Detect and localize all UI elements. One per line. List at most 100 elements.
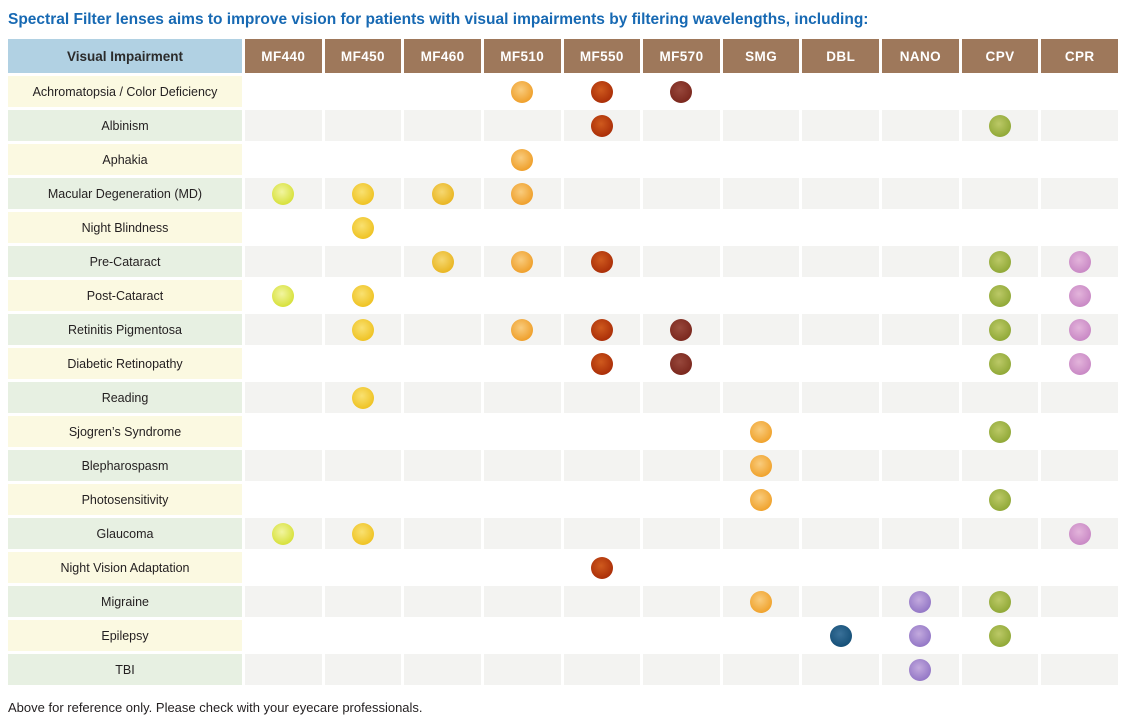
- cell-photosensitivity-cpv: [961, 484, 1039, 515]
- cell-migraine-cpr: [1041, 586, 1118, 617]
- cell-achromatopsia-color-deficiency-smg: [722, 76, 800, 107]
- cell-macular-degeneration-md-mf570: [643, 178, 720, 209]
- row-label-migraine: Migraine: [8, 586, 242, 617]
- cell-photosensitivity-nano: [882, 484, 959, 515]
- cell-retinitis-pigmentosa-dbl: [802, 314, 880, 345]
- cell-tbi-mf450: [324, 654, 402, 685]
- cell-blepharospasm-mf440: [245, 450, 322, 481]
- cell-pre-cataract-smg: [722, 246, 800, 277]
- mf570-filter-dot-icon: [670, 352, 693, 375]
- column-header-mf570: MF570: [643, 39, 720, 73]
- cell-retinitis-pigmentosa-cpr: [1041, 314, 1118, 345]
- cpr-filter-dot-icon: [1068, 250, 1091, 273]
- cell-night-vision-adaptation-nano: [882, 552, 959, 583]
- cell-blepharospasm-cpv: [961, 450, 1039, 481]
- cell-albinism-mf450: [324, 110, 402, 141]
- cell-night-vision-adaptation-mf450: [324, 552, 402, 583]
- row-label-tbi: TBI: [8, 654, 242, 685]
- cell-glaucoma-mf450: [324, 518, 402, 549]
- mf460-filter-dot-icon: [431, 250, 454, 273]
- mf510-filter-dot-icon: [511, 148, 534, 171]
- cpv-filter-dot-icon: [989, 352, 1012, 375]
- cell-tbi-cpr: [1041, 654, 1118, 685]
- cell-sjogren-s-syndrome-mf570: [643, 416, 720, 447]
- mf510-filter-dot-icon: [511, 250, 534, 273]
- cell-tbi-dbl: [802, 654, 880, 685]
- column-header-nano: NANO: [882, 39, 959, 73]
- mf450-filter-dot-icon: [351, 182, 374, 205]
- mf510-filter-dot-icon: [511, 318, 534, 341]
- mf450-filter-dot-icon: [351, 216, 374, 239]
- cell-diabetic-retinopathy-mf550: [563, 348, 641, 379]
- mf450-filter-dot-icon: [351, 284, 374, 307]
- cell-retinitis-pigmentosa-cpv: [961, 314, 1039, 345]
- row-label-post-cataract: Post-Cataract: [8, 280, 242, 311]
- cell-diabetic-retinopathy-mf510: [483, 348, 561, 379]
- row-label-aphakia: Aphakia: [8, 144, 242, 175]
- cell-glaucoma-cpv: [961, 518, 1039, 549]
- cell-night-vision-adaptation-mf440: [245, 552, 322, 583]
- cell-glaucoma-mf510: [483, 518, 561, 549]
- cell-pre-cataract-mf510: [483, 246, 561, 277]
- cell-diabetic-retinopathy-mf450: [324, 348, 402, 379]
- cell-albinism-cpr: [1041, 110, 1118, 141]
- cell-aphakia-mf550: [563, 144, 641, 175]
- cell-sjogren-s-syndrome-cpr: [1041, 416, 1118, 447]
- cell-photosensitivity-smg: [722, 484, 800, 515]
- cell-macular-degeneration-md-cpr: [1041, 178, 1118, 209]
- cell-night-vision-adaptation-cpv: [961, 552, 1039, 583]
- cell-epilepsy-mf550: [563, 620, 641, 651]
- cell-reading-mf450: [324, 382, 402, 413]
- cell-night-vision-adaptation-mf570: [643, 552, 720, 583]
- cell-diabetic-retinopathy-cpv: [961, 348, 1039, 379]
- cpv-filter-dot-icon: [989, 420, 1012, 443]
- cell-epilepsy-mf570: [643, 620, 720, 651]
- cell-achromatopsia-color-deficiency-mf570: [643, 76, 720, 107]
- cell-diabetic-retinopathy-dbl: [802, 348, 880, 379]
- cell-blepharospasm-cpr: [1041, 450, 1118, 481]
- cell-night-vision-adaptation-mf550: [563, 552, 641, 583]
- cell-migraine-mf570: [643, 586, 720, 617]
- cell-reading-mf440: [245, 382, 322, 413]
- cell-glaucoma-dbl: [802, 518, 880, 549]
- cell-achromatopsia-color-deficiency-mf450: [324, 76, 402, 107]
- cell-epilepsy-mf450: [324, 620, 402, 651]
- cell-sjogren-s-syndrome-mf450: [324, 416, 402, 447]
- cell-macular-degeneration-md-mf450: [324, 178, 402, 209]
- cell-pre-cataract-cpv: [961, 246, 1039, 277]
- cell-macular-degeneration-md-mf460: [404, 178, 481, 209]
- nano-filter-dot-icon: [909, 658, 932, 681]
- cell-achromatopsia-color-deficiency-dbl: [802, 76, 880, 107]
- cell-achromatopsia-color-deficiency-mf460: [404, 76, 481, 107]
- cell-sjogren-s-syndrome-dbl: [802, 416, 880, 447]
- cell-post-cataract-mf570: [643, 280, 720, 311]
- cell-glaucoma-mf460: [404, 518, 481, 549]
- cell-macular-degeneration-md-dbl: [802, 178, 880, 209]
- cell-reading-cpr: [1041, 382, 1118, 413]
- cell-retinitis-pigmentosa-mf460: [404, 314, 481, 345]
- cell-diabetic-retinopathy-cpr: [1041, 348, 1118, 379]
- cell-blepharospasm-mf510: [483, 450, 561, 481]
- mf550-filter-dot-icon: [590, 114, 613, 137]
- row-label-retinitis-pigmentosa: Retinitis Pigmentosa: [8, 314, 242, 345]
- nano-filter-dot-icon: [909, 624, 932, 647]
- cell-tbi-cpv: [961, 654, 1039, 685]
- cell-diabetic-retinopathy-mf440: [245, 348, 322, 379]
- cell-post-cataract-nano: [882, 280, 959, 311]
- cell-albinism-nano: [882, 110, 959, 141]
- cell-diabetic-retinopathy-smg: [722, 348, 800, 379]
- cell-night-vision-adaptation-mf460: [404, 552, 481, 583]
- mf440-filter-dot-icon: [272, 182, 295, 205]
- cell-migraine-nano: [882, 586, 959, 617]
- smg-filter-dot-icon: [750, 420, 773, 443]
- dbl-filter-dot-icon: [829, 624, 852, 647]
- row-label-sjogren-s-syndrome: Sjogren’s Syndrome: [8, 416, 242, 447]
- cell-epilepsy-nano: [882, 620, 959, 651]
- column-header-mf550: MF550: [563, 39, 641, 73]
- cell-blepharospasm-mf550: [563, 450, 641, 481]
- cell-sjogren-s-syndrome-mf440: [245, 416, 322, 447]
- cell-glaucoma-mf570: [643, 518, 720, 549]
- cell-pre-cataract-mf440: [245, 246, 322, 277]
- row-label-albinism: Albinism: [8, 110, 242, 141]
